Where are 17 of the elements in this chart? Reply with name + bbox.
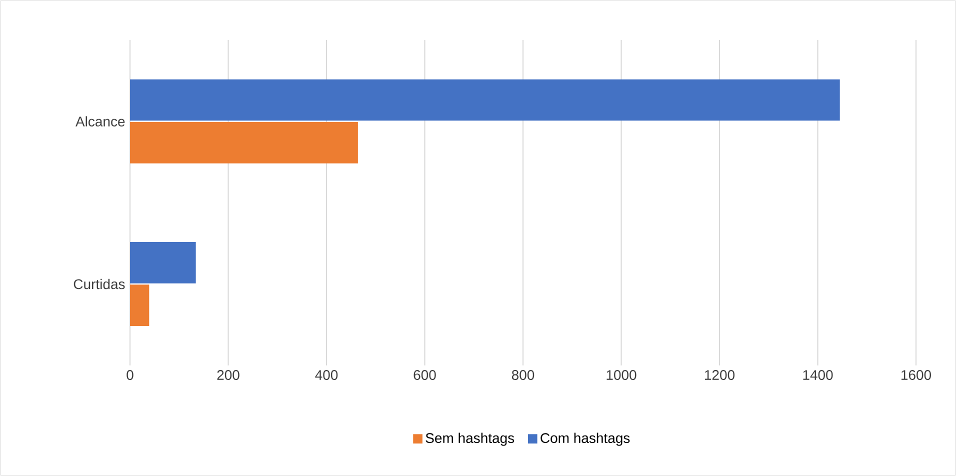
x-tick-label: 0 bbox=[126, 370, 134, 380]
y-tick-label: Alcance bbox=[76, 116, 125, 126]
x-tick-label: 600 bbox=[414, 370, 436, 380]
bar bbox=[130, 284, 150, 326]
legend-label: Sem hashtags bbox=[426, 432, 514, 446]
x-tick-label: 200 bbox=[217, 370, 240, 380]
bar bbox=[130, 79, 840, 121]
x-tick-label: 1600 bbox=[902, 370, 932, 380]
x-tick-label: 400 bbox=[315, 370, 338, 380]
legend-label: Com hashtags bbox=[540, 432, 630, 446]
x-tick-label: 1200 bbox=[705, 370, 735, 380]
bar bbox=[130, 122, 358, 164]
y-tick-label: Curtidas bbox=[74, 278, 125, 290]
x-tick-label: 800 bbox=[512, 370, 534, 380]
x-tick-label: 1000 bbox=[606, 370, 636, 380]
x-tick-label: 1400 bbox=[803, 370, 833, 380]
bar bbox=[130, 242, 196, 284]
